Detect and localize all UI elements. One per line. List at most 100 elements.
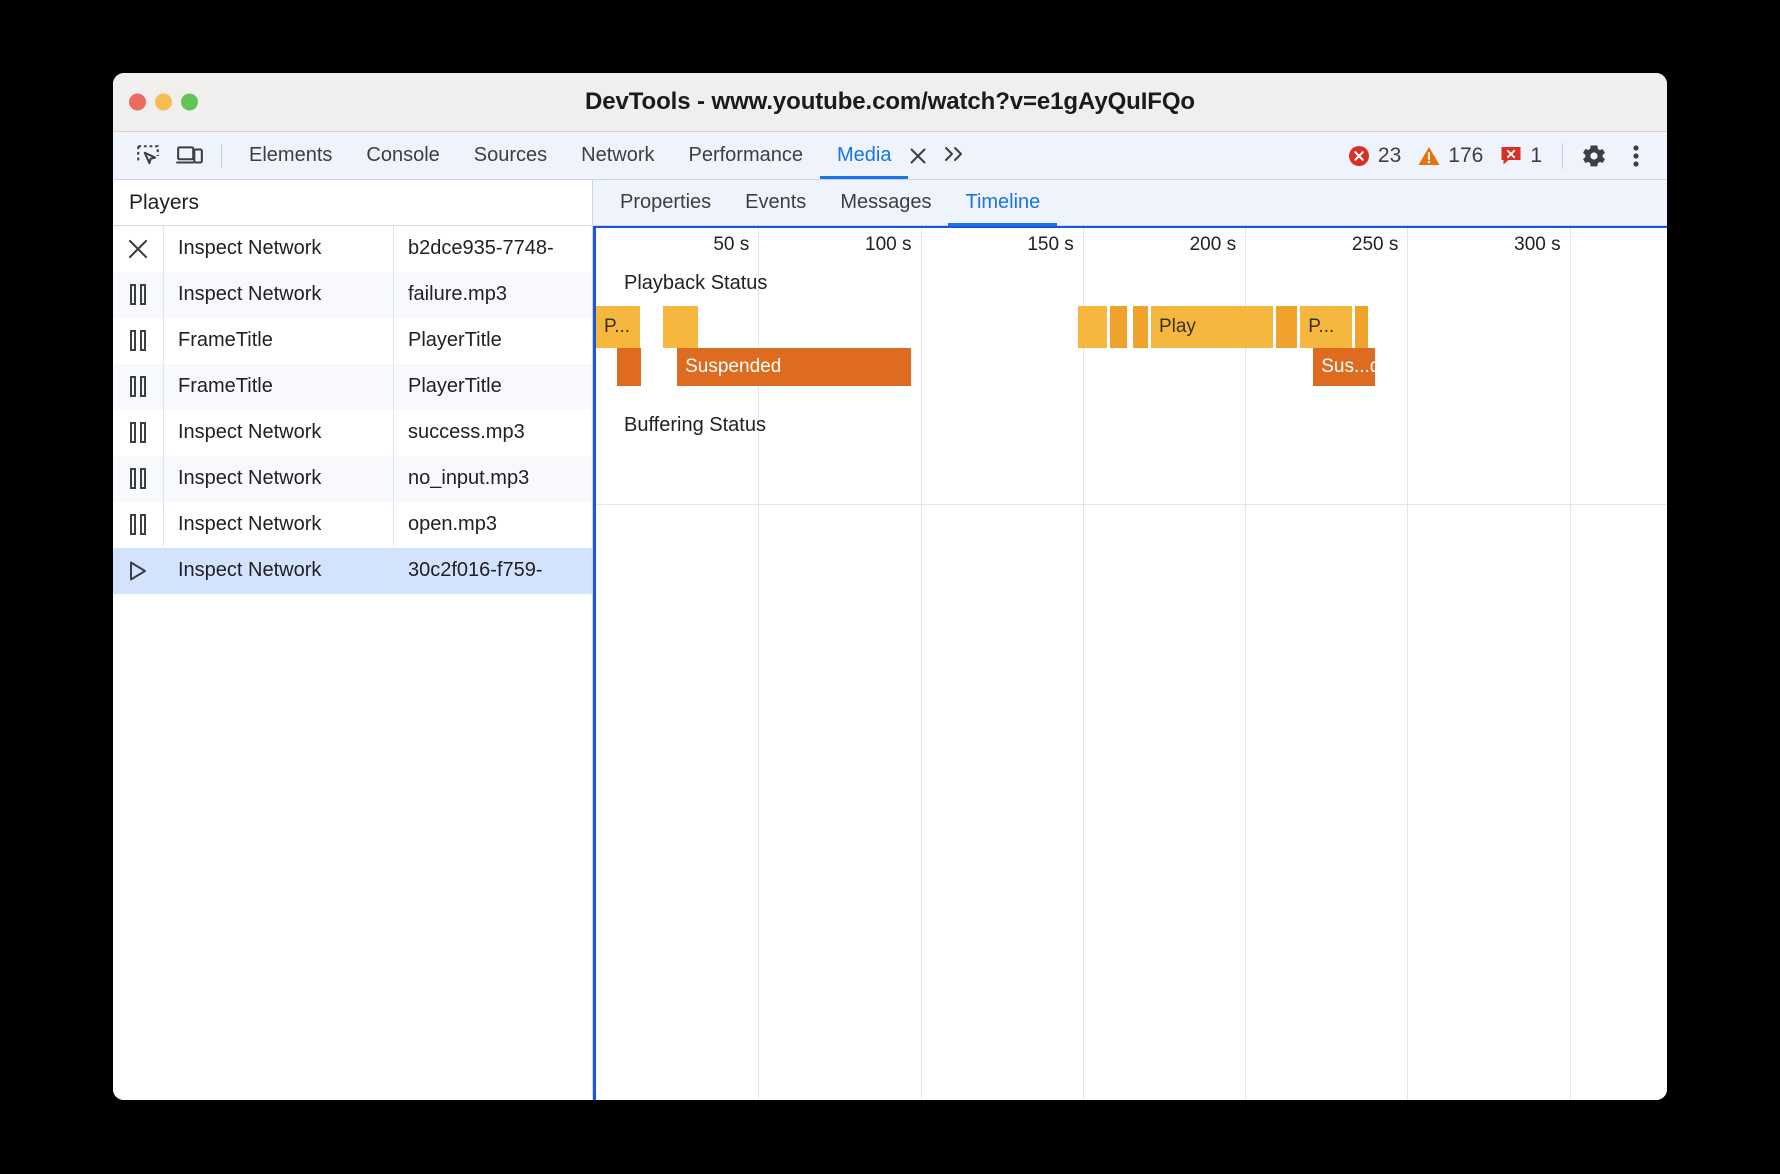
gridline xyxy=(1245,228,1247,1100)
minimize-window-button[interactable] xyxy=(155,93,172,111)
gridline xyxy=(1407,228,1409,1100)
tick-label: 100 s xyxy=(865,234,912,255)
player-id: 30c2f016-f759- xyxy=(393,548,592,593)
players-empty-area xyxy=(113,594,592,1100)
maximize-window-button[interactable] xyxy=(181,93,198,111)
pause-icon[interactable] xyxy=(113,330,163,351)
pause-icon[interactable] xyxy=(113,284,163,305)
close-icon[interactable] xyxy=(904,142,932,170)
kebab-menu-icon[interactable] xyxy=(1615,137,1657,175)
close-icon[interactable] xyxy=(113,237,163,261)
player-name: FrameTitle xyxy=(163,318,393,363)
tick-label: 200 s xyxy=(1189,234,1237,255)
player-id: success.mp3 xyxy=(393,410,592,455)
player-id: open.mp3 xyxy=(393,502,592,547)
tab-sources[interactable]: Sources xyxy=(473,144,548,166)
tab-elements[interactable]: Elements xyxy=(249,144,333,166)
issues-icon xyxy=(1501,146,1521,164)
inspect-element-icon[interactable] xyxy=(127,137,169,175)
warning-icon xyxy=(1418,146,1440,165)
player-row-2[interactable]: FrameTitle PlayerTitle xyxy=(113,318,592,364)
toolbar-divider xyxy=(221,143,222,168)
player-name: Inspect Network xyxy=(163,456,393,501)
timeline-segment-playing[interactable] xyxy=(662,306,699,348)
timeline-segment-playing[interactable]: P... xyxy=(1300,306,1353,348)
timeline-segment-playing[interactable] xyxy=(1110,306,1127,348)
player-id: failure.mp3 xyxy=(393,272,592,317)
player-name: Inspect Network xyxy=(163,272,393,317)
player-id: b2dce935-7748- xyxy=(393,226,592,271)
tab-events[interactable]: Events xyxy=(745,191,807,213)
warning-count: 176 xyxy=(1448,143,1484,167)
timeline-segment-playing[interactable] xyxy=(1133,306,1148,348)
window-title: DevTools - www.youtube.com/watch?v=e1gAy… xyxy=(585,88,1195,115)
warning-counter[interactable]: 176 xyxy=(1417,144,1483,168)
player-name: Inspect Network xyxy=(163,226,393,271)
devtools-content: Players Inspect Network b2dce935-7748- I… xyxy=(113,180,1667,1100)
close-window-button[interactable] xyxy=(129,93,146,111)
segment-label: Play xyxy=(1158,316,1196,337)
segment-label: Suspended xyxy=(685,356,782,377)
pause-icon[interactable] xyxy=(113,468,163,489)
timeline-segment-playing[interactable]: P... xyxy=(596,306,640,348)
track-separator xyxy=(596,504,1667,505)
traffic-lights xyxy=(129,93,198,111)
timeline-segment-playing[interactable] xyxy=(1275,306,1298,348)
player-name: Inspect Network xyxy=(163,548,393,593)
track-label: Buffering Status xyxy=(624,414,766,436)
gridline xyxy=(1082,228,1084,1100)
tab-properties[interactable]: Properties xyxy=(620,191,712,213)
player-row-0[interactable]: Inspect Network b2dce935-7748- xyxy=(113,226,592,272)
player-name: Inspect Network xyxy=(163,410,393,455)
player-name: FrameTitle xyxy=(163,364,393,409)
timeline-chart[interactable]: 50 s 100 s 150 s 200 s 250 s 300 s Playback St… xyxy=(593,226,1667,1100)
player-row-4[interactable]: Inspect Network success.mp3 xyxy=(113,410,592,456)
pause-icon[interactable] xyxy=(113,422,163,443)
segment-label: P... xyxy=(604,316,631,337)
player-row-1[interactable]: Inspect Network failure.mp3 xyxy=(113,272,592,318)
tab-timeline[interactable]: Timeline xyxy=(948,180,1057,226)
tab-media[interactable]: Media xyxy=(820,132,908,179)
tick-label: 50 s xyxy=(713,234,750,255)
timeline-segment-playing[interactable]: Play xyxy=(1150,306,1273,348)
timeline-segment-suspended[interactable]: Sus...ded xyxy=(1313,348,1375,386)
player-row-7[interactable]: Inspect Network 30c2f016-f759- xyxy=(113,548,592,594)
devtools-toolbar: Elements Console Sources Network Perform… xyxy=(113,132,1667,180)
players-pane: Players Inspect Network b2dce935-7748- I… xyxy=(113,180,593,1100)
chevron-double-right-icon[interactable] xyxy=(936,144,972,168)
player-id: PlayerTitle xyxy=(393,364,592,409)
issues-count: 1 xyxy=(1530,143,1542,167)
timeline-segment-suspended[interactable]: Suspended xyxy=(677,348,911,386)
timeline-segment-playing[interactable] xyxy=(1355,306,1369,348)
play-icon[interactable] xyxy=(113,559,163,583)
tick-label: 300 s xyxy=(1514,234,1561,255)
timeline-segment-playing[interactable] xyxy=(1077,306,1108,348)
tab-messages[interactable]: Messages xyxy=(840,191,932,213)
player-row-6[interactable]: Inspect Network open.mp3 xyxy=(113,502,592,548)
gridline xyxy=(758,228,760,1100)
error-counter[interactable]: 23 xyxy=(1347,144,1401,168)
error-icon xyxy=(1348,145,1369,166)
issues-counter[interactable]: 1 xyxy=(1499,144,1542,168)
gridline xyxy=(1569,228,1571,1100)
device-toolbar-icon[interactable] xyxy=(169,137,211,175)
player-row-3[interactable]: FrameTitle PlayerTitle xyxy=(113,364,592,410)
tab-performance[interactable]: Performance xyxy=(688,144,804,166)
gridline xyxy=(920,228,922,1100)
devtools-window: DevTools - www.youtube.com/watch?v=e1gAy… xyxy=(113,73,1667,1100)
player-id: PlayerTitle xyxy=(393,318,592,363)
window-titlebar: DevTools - www.youtube.com/watch?v=e1gAy… xyxy=(113,73,1667,132)
track-label: Playback Status xyxy=(624,272,768,294)
tab-console[interactable]: Console xyxy=(366,144,440,166)
tick-label: 150 s xyxy=(1027,234,1074,255)
timeline-segment-suspended[interactable] xyxy=(617,348,642,386)
player-row-5[interactable]: Inspect Network no_input.mp3 xyxy=(113,456,592,502)
segment-label: P... xyxy=(1308,316,1335,337)
player-id: no_input.mp3 xyxy=(393,456,592,501)
players-header: Players xyxy=(113,180,592,226)
tick-label: 250 s xyxy=(1351,234,1399,255)
pause-icon[interactable] xyxy=(113,514,163,535)
gear-icon[interactable] xyxy=(1573,137,1615,175)
tab-network[interactable]: Network xyxy=(581,144,655,166)
pause-icon[interactable] xyxy=(113,376,163,397)
